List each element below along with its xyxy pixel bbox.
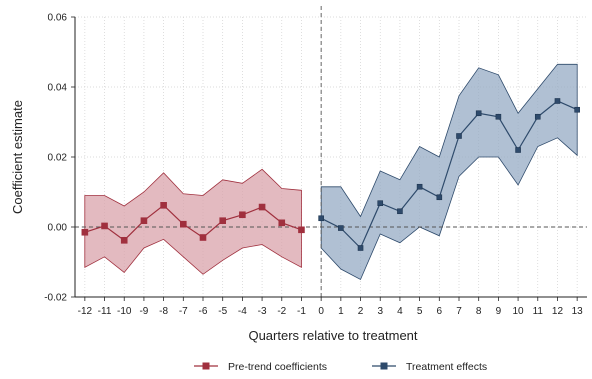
x-tick-label-18: 6 (437, 306, 443, 317)
point-s1-4 (397, 208, 403, 215)
x-tick-label-23: 11 (533, 306, 544, 317)
x-tick-label-10: -2 (277, 306, 286, 317)
point-s0-9 (258, 203, 266, 211)
legend-marker-pre-trend (202, 362, 210, 370)
series-lines (84, 100, 578, 250)
point-s0-7 (219, 217, 226, 224)
x-tick-label-4: -8 (159, 306, 168, 317)
x-tick-label-15: 3 (377, 306, 383, 317)
axes (71, 16, 587, 301)
point-s1-0 (318, 215, 324, 222)
point-s1-3 (377, 200, 384, 206)
point-s1-2 (357, 245, 364, 251)
legend: Pre-trend coefficients Treatment effects (194, 361, 487, 373)
point-s1-6 (436, 194, 443, 201)
series-line-0 (84, 204, 302, 242)
x-tick-label-5: -7 (179, 306, 188, 317)
point-s0-5 (180, 220, 187, 228)
point-s0-6 (199, 234, 207, 241)
legend-label-treatment: Treatment effects (406, 361, 487, 373)
series-line-1 (320, 100, 578, 250)
legend-item-treatment: Treatment effects (372, 361, 487, 373)
point-s1-8 (475, 110, 482, 117)
confidence-bands (84, 63, 578, 281)
x-tick-label-19: 7 (456, 306, 462, 317)
point-s0-4 (160, 202, 167, 209)
x-tick-label-17: 5 (417, 306, 423, 317)
point-s1-13 (574, 106, 580, 113)
x-tick-label-14: 2 (358, 306, 364, 317)
y-tick-label-3: 0.04 (48, 83, 68, 94)
x-tick-label-21: 9 (496, 306, 502, 317)
y-axis-title: Coefficient estimate (10, 100, 25, 214)
point-s1-1 (338, 225, 344, 231)
x-tick-label-22: 10 (513, 306, 525, 317)
x-axis-title: Quarters relative to treatment (248, 328, 417, 343)
point-s1-11 (534, 113, 541, 120)
y-tick-labels: -0.02 0.00 0.02 0.04 0.06 (44, 13, 67, 304)
point-s1-10 (515, 147, 521, 153)
x-tick-label-11: -1 (297, 306, 306, 317)
point-s0-3 (140, 217, 148, 224)
x-tick-label-20: 8 (476, 306, 482, 317)
legend-label-pre-trend: Pre-trend coefficients (228, 361, 327, 373)
ci-band-0 (84, 168, 302, 275)
point-s0-8 (239, 211, 246, 219)
x-tick-label-2: -10 (117, 306, 132, 317)
reference-lines (75, 6, 587, 297)
x-tick-label-25: 13 (572, 306, 584, 317)
series-markers (81, 98, 580, 251)
x-tick-labels: -12 -11 -10 -9 -8 -7 -6 -5 -4 -3 -2 -1 0 1 2 3 4 5 6 7 8 9 10 1… (78, 306, 584, 317)
x-tick-label-24: 12 (552, 306, 564, 317)
point-s1-5 (416, 183, 423, 190)
legend-item-pre-trend: Pre-trend coefficients (194, 361, 327, 373)
y-tick-label-1: 0.00 (48, 223, 68, 234)
y-tick-label-4: 0.06 (48, 13, 68, 24)
point-s0-1 (101, 222, 108, 230)
x-tick-label-7: -5 (218, 306, 227, 317)
x-tick-label-16: 4 (397, 306, 403, 317)
x-tick-label-1: -11 (98, 306, 112, 317)
x-tick-label-9: -3 (258, 306, 267, 317)
legend-marker-treatment (380, 362, 388, 370)
x-tick-label-12: 0 (318, 306, 324, 317)
y-tick-label-0: -0.02 (44, 293, 67, 304)
ci-band-1 (320, 63, 578, 281)
x-tick-label-13: 1 (338, 306, 344, 317)
x-tick-label-6: -6 (199, 306, 208, 317)
point-s0-2 (120, 237, 128, 244)
x-tick-label-0: -12 (78, 306, 93, 317)
point-s1-7 (456, 133, 462, 139)
point-s0-10 (278, 219, 286, 227)
point-s0-11 (298, 226, 305, 234)
y-tick-label-2: 0.02 (48, 153, 68, 164)
point-s1-9 (495, 113, 502, 120)
point-s1-12 (554, 98, 561, 104)
point-s0-0 (81, 228, 89, 236)
x-tick-label-8: -4 (238, 306, 247, 317)
x-tick-label-3: -9 (139, 306, 148, 317)
